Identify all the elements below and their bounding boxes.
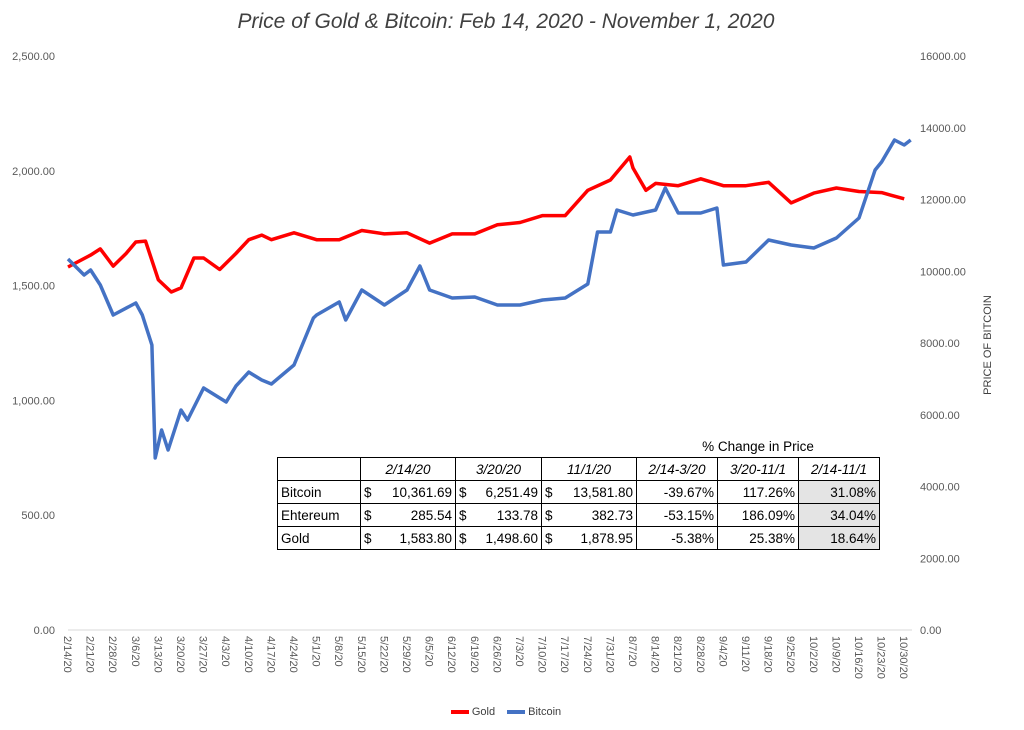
x-tick-label: 3/27/20 xyxy=(197,636,209,673)
x-tick-label: 10/30/20 xyxy=(897,636,909,679)
x-tick-label: 9/25/20 xyxy=(784,636,796,673)
table-row: Gold $1,583.80 $1,498.60 $1,878.95 -5.38% 25.… xyxy=(277,526,880,550)
x-tick-label: 6/12/20 xyxy=(445,636,457,673)
x-tick-label: 10/16/20 xyxy=(852,636,864,679)
x-tick-label: 6/5/20 xyxy=(423,636,435,667)
x-tick-label: 3/20/20 xyxy=(174,636,186,673)
x-tick-label: 4/24/20 xyxy=(287,636,299,673)
change-cell: 117.26% xyxy=(717,480,799,504)
y-left-tick-label: 2,000.00 xyxy=(12,166,55,178)
row-label: Bitcoin xyxy=(277,480,361,504)
legend-item-gold: Gold xyxy=(450,706,496,718)
row-label: Ehtereum xyxy=(277,503,361,527)
x-tick-label: 7/24/20 xyxy=(581,636,593,673)
x-tick-label: 4/3/20 xyxy=(219,636,231,667)
col-header: 11/1/20 xyxy=(541,457,637,481)
change-cell: -39.67% xyxy=(636,480,718,504)
group-header: % Change in Price xyxy=(702,438,814,454)
y-left-tick-label: 0.00 xyxy=(34,625,55,637)
x-tick-label: 6/19/20 xyxy=(468,636,480,673)
y-left-tick-label: 2,500.00 xyxy=(12,51,55,63)
x-tick-label: 8/21/20 xyxy=(671,636,683,673)
price-cell: $10,361.69 xyxy=(360,480,456,504)
price-cell: $1,878.95 xyxy=(541,526,637,550)
y-left-tick-label: 500.00 xyxy=(21,510,55,522)
chart-title: Price of Gold & Bitcoin: Feb 14, 2020 - … xyxy=(237,10,775,33)
x-tick-label: 9/18/20 xyxy=(762,636,774,673)
col-header: 3/20/20 xyxy=(455,457,542,481)
price-cell: $13,581.80 xyxy=(541,480,637,504)
gold-line xyxy=(67,155,905,294)
change-cell: -5.38% xyxy=(636,526,718,550)
x-tick-label: 4/17/20 xyxy=(264,636,276,673)
x-tick-label: 7/31/20 xyxy=(603,636,615,673)
y-right-tick-label: 2000.00 xyxy=(920,553,960,565)
y-right-tick-label: 6000.00 xyxy=(920,410,960,422)
x-tick-label: 5/15/20 xyxy=(355,636,367,673)
right-axis-title: PRICE OF BITCOIN xyxy=(982,295,994,395)
y-left-tick-label: 1,500.00 xyxy=(12,281,55,293)
x-tick-label: 2/21/20 xyxy=(84,636,96,673)
x-tick-label: 5/1/20 xyxy=(310,636,322,667)
col-header: 2/14-11/1 xyxy=(798,457,880,481)
y-right-tick-label: 16000.00 xyxy=(920,51,966,63)
price-cell: $1,583.80 xyxy=(360,526,456,550)
change-cell: 34.04% xyxy=(798,503,880,527)
change-cell: 186.09% xyxy=(717,503,799,527)
y-right-tick-label: 4000.00 xyxy=(920,482,960,494)
change-cell: 31.08% xyxy=(798,480,880,504)
price-cell: $285.54 xyxy=(360,503,456,527)
x-tick-label: 8/14/20 xyxy=(649,636,661,673)
x-tick-label: 8/7/20 xyxy=(626,636,638,667)
x-tick-label: 9/11/20 xyxy=(739,636,751,672)
price-cell: $133.78 xyxy=(455,503,542,527)
table-row: Bitcoin $10,361.69 $6,251.49 $13,581.80 -39.… xyxy=(277,480,880,504)
x-tick-label: 7/10/20 xyxy=(536,636,548,673)
x-tick-label: 5/8/20 xyxy=(332,636,344,667)
legend-label: Gold xyxy=(471,706,496,718)
change-cell: -53.15% xyxy=(636,503,718,527)
price-change-table: % Change in Price 2/14/20 3/20/20 11/1/2… xyxy=(277,435,880,550)
x-tick-label: 7/3/20 xyxy=(513,636,525,667)
x-tick-label: 10/23/20 xyxy=(875,636,887,679)
y-right-tick-label: 10000.00 xyxy=(920,266,966,278)
x-tick-label: 10/9/20 xyxy=(829,636,841,673)
gold-swatch xyxy=(450,710,469,714)
bitcoin-line xyxy=(66,138,912,460)
y-left-tick-label: 1,000.00 xyxy=(12,395,55,407)
x-tick-label: 2/28/20 xyxy=(106,636,118,673)
legend: Gold Bitcoin xyxy=(0,706,1012,718)
change-cell: 25.38% xyxy=(717,526,799,550)
y-right-tick-label: 8000.00 xyxy=(920,338,960,350)
col-header: 2/14/20 xyxy=(360,457,456,481)
y-right-tick-label: 12000.00 xyxy=(920,195,966,207)
bitcoin-swatch xyxy=(507,710,526,714)
x-tick-label: 9/4/20 xyxy=(716,636,728,667)
x-tick-label: 3/6/20 xyxy=(129,636,141,667)
legend-item-bitcoin: Bitcoin xyxy=(507,706,561,718)
y-right-tick-label: 14000.00 xyxy=(920,123,966,135)
x-tick-label: 4/10/20 xyxy=(242,636,254,673)
price-cell: $1,498.60 xyxy=(455,526,542,550)
x-tick-label: 3/13/20 xyxy=(151,636,163,673)
table-row: Ehtereum $285.54 $133.78 $382.73 -53.15% 186.… xyxy=(277,503,880,527)
x-tick-label: 5/29/20 xyxy=(400,636,412,673)
x-tick-label: 6/26/20 xyxy=(490,636,502,673)
y-right-tick-label: 0.00 xyxy=(920,625,941,637)
col-header: 2/14-3/20 xyxy=(636,457,718,481)
row-label: Gold xyxy=(277,526,361,550)
x-tick-label: 8/28/20 xyxy=(694,636,706,673)
x-tick-label: 10/2/20 xyxy=(807,636,819,673)
change-cell: 18.64% xyxy=(798,526,880,550)
x-tick-label: 7/17/20 xyxy=(558,636,570,673)
x-tick-label: 2/14/20 xyxy=(61,636,73,673)
col-header: 3/20-11/1 xyxy=(717,457,799,481)
x-tick-label: 5/22/20 xyxy=(377,636,389,673)
price-cell: $382.73 xyxy=(541,503,637,527)
legend-label: Bitcoin xyxy=(528,706,562,718)
price-cell: $6,251.49 xyxy=(455,480,542,504)
